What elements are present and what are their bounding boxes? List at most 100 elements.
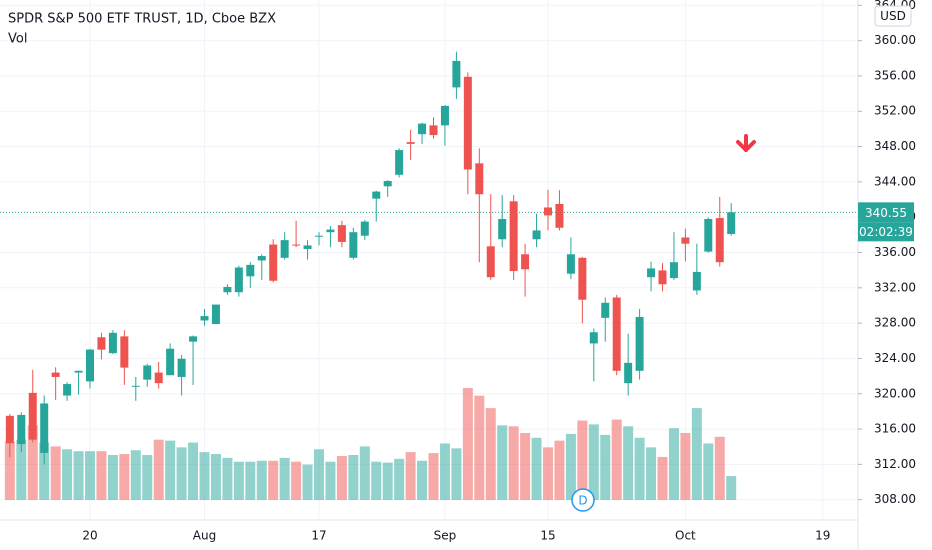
volume-bar: [588, 424, 599, 500]
candle-body: [406, 142, 415, 144]
volume-bar: [62, 449, 73, 500]
volume-bar: [302, 464, 313, 500]
volume-bar: [554, 440, 565, 500]
candle-body: [452, 60, 461, 88]
volume-bar: [623, 426, 634, 500]
countdown-label: 02:02:39: [859, 225, 913, 239]
volume-bar: [394, 458, 405, 500]
y-tick-label: 328.00: [874, 316, 916, 330]
candle-body: [326, 229, 335, 233]
volume-bar: [382, 462, 393, 500]
volume-bar: [485, 408, 496, 500]
volume-bar: [39, 442, 50, 500]
volume-pane: [4, 388, 737, 500]
volume-bar: [359, 446, 370, 500]
candle-body: [292, 244, 301, 246]
last-price-box: [858, 202, 914, 223]
candle-body: [131, 385, 140, 387]
y-tick-label: 336.00: [874, 245, 916, 259]
volume-bar: [634, 437, 645, 500]
volume-bar: [508, 426, 519, 500]
candle-body: [5, 415, 14, 444]
volume-bar: [199, 452, 210, 500]
volume-bar: [543, 447, 553, 500]
volume-bar: [611, 419, 622, 500]
candle-body: [349, 232, 358, 258]
volume-bar: [462, 388, 473, 500]
candle-body: [246, 264, 255, 277]
candle-body: [51, 372, 60, 377]
volume-bar: [439, 443, 450, 500]
y-tick-label: 360.00: [874, 33, 916, 47]
candle-body: [669, 262, 678, 279]
candle-body: [463, 76, 472, 170]
candle-body: [555, 203, 564, 228]
candle-body: [727, 212, 736, 234]
candle-body: [372, 191, 381, 199]
volume-bar: [73, 451, 84, 500]
candle-body: [486, 246, 495, 278]
candle-body: [704, 218, 713, 252]
candle-body: [578, 257, 587, 300]
x-tick-label: Sep: [434, 529, 457, 543]
countdown-box: [858, 222, 914, 242]
candle-body: [17, 414, 26, 445]
y-tick-label: 316.00: [874, 422, 916, 436]
chart-title: SPDR S&P 500 ETF TRUST, 1D, Cboe BZX: [8, 12, 276, 27]
candle-body: [154, 372, 163, 384]
y-tick-label: 344.00: [874, 174, 916, 188]
volume-bar: [233, 461, 244, 500]
y-tick-label: 356.00: [874, 68, 916, 82]
volume-bar: [245, 461, 256, 500]
y-tick-label: 332.00: [874, 280, 916, 294]
candle-body: [429, 125, 438, 136]
currency-button[interactable]: [874, 5, 912, 27]
volume-bar: [279, 457, 290, 500]
candle-body: [120, 336, 129, 368]
x-tick-label: Oct: [675, 529, 696, 543]
candle-body: [566, 254, 575, 274]
candle-body: [189, 336, 198, 342]
x-tick-label: 17: [311, 529, 326, 543]
candle-body: [280, 240, 289, 258]
volume-bar: [646, 447, 657, 500]
volume-bar: [325, 461, 336, 500]
candle-body: [86, 349, 94, 382]
volume-bar: [222, 457, 233, 500]
dividend-marker[interactable]: [571, 488, 595, 512]
candles: [5, 51, 736, 465]
candle-body: [234, 267, 243, 293]
candle-body: [63, 384, 72, 396]
volume-bar: [85, 451, 95, 500]
dividend-marker-label: D: [578, 494, 587, 508]
volume-bar: [291, 461, 302, 500]
candle-body: [74, 370, 83, 373]
volume-bar: [726, 476, 737, 500]
candle-body: [395, 150, 404, 175]
candle-body: [418, 123, 427, 135]
volume-bar: [142, 455, 153, 500]
last-price-label: 340.55: [865, 206, 907, 220]
y-tick-label: 320.00: [874, 386, 916, 400]
candle-body: [108, 332, 117, 354]
volume-bar: [668, 428, 679, 500]
volume-bar: [96, 451, 107, 500]
volume-bar: [520, 432, 531, 500]
volume-label: Vol: [8, 32, 27, 47]
y-tick-label: 348.00: [874, 139, 916, 153]
volume-bar: [348, 455, 359, 500]
volume-bar: [371, 461, 382, 500]
y-tick-label: 324.00: [874, 351, 916, 365]
candle-body: [315, 235, 323, 237]
candle-body: [658, 270, 667, 285]
y-tick-label: 352.00: [874, 104, 916, 118]
candle-body: [257, 256, 266, 261]
candle-body: [143, 365, 152, 380]
candle-body: [269, 244, 278, 281]
volume-bar: [16, 439, 27, 500]
volume-bar: [577, 420, 588, 500]
candle-body: [337, 225, 346, 242]
candle-body: [223, 286, 232, 293]
x-tick-label: 20: [82, 529, 97, 543]
